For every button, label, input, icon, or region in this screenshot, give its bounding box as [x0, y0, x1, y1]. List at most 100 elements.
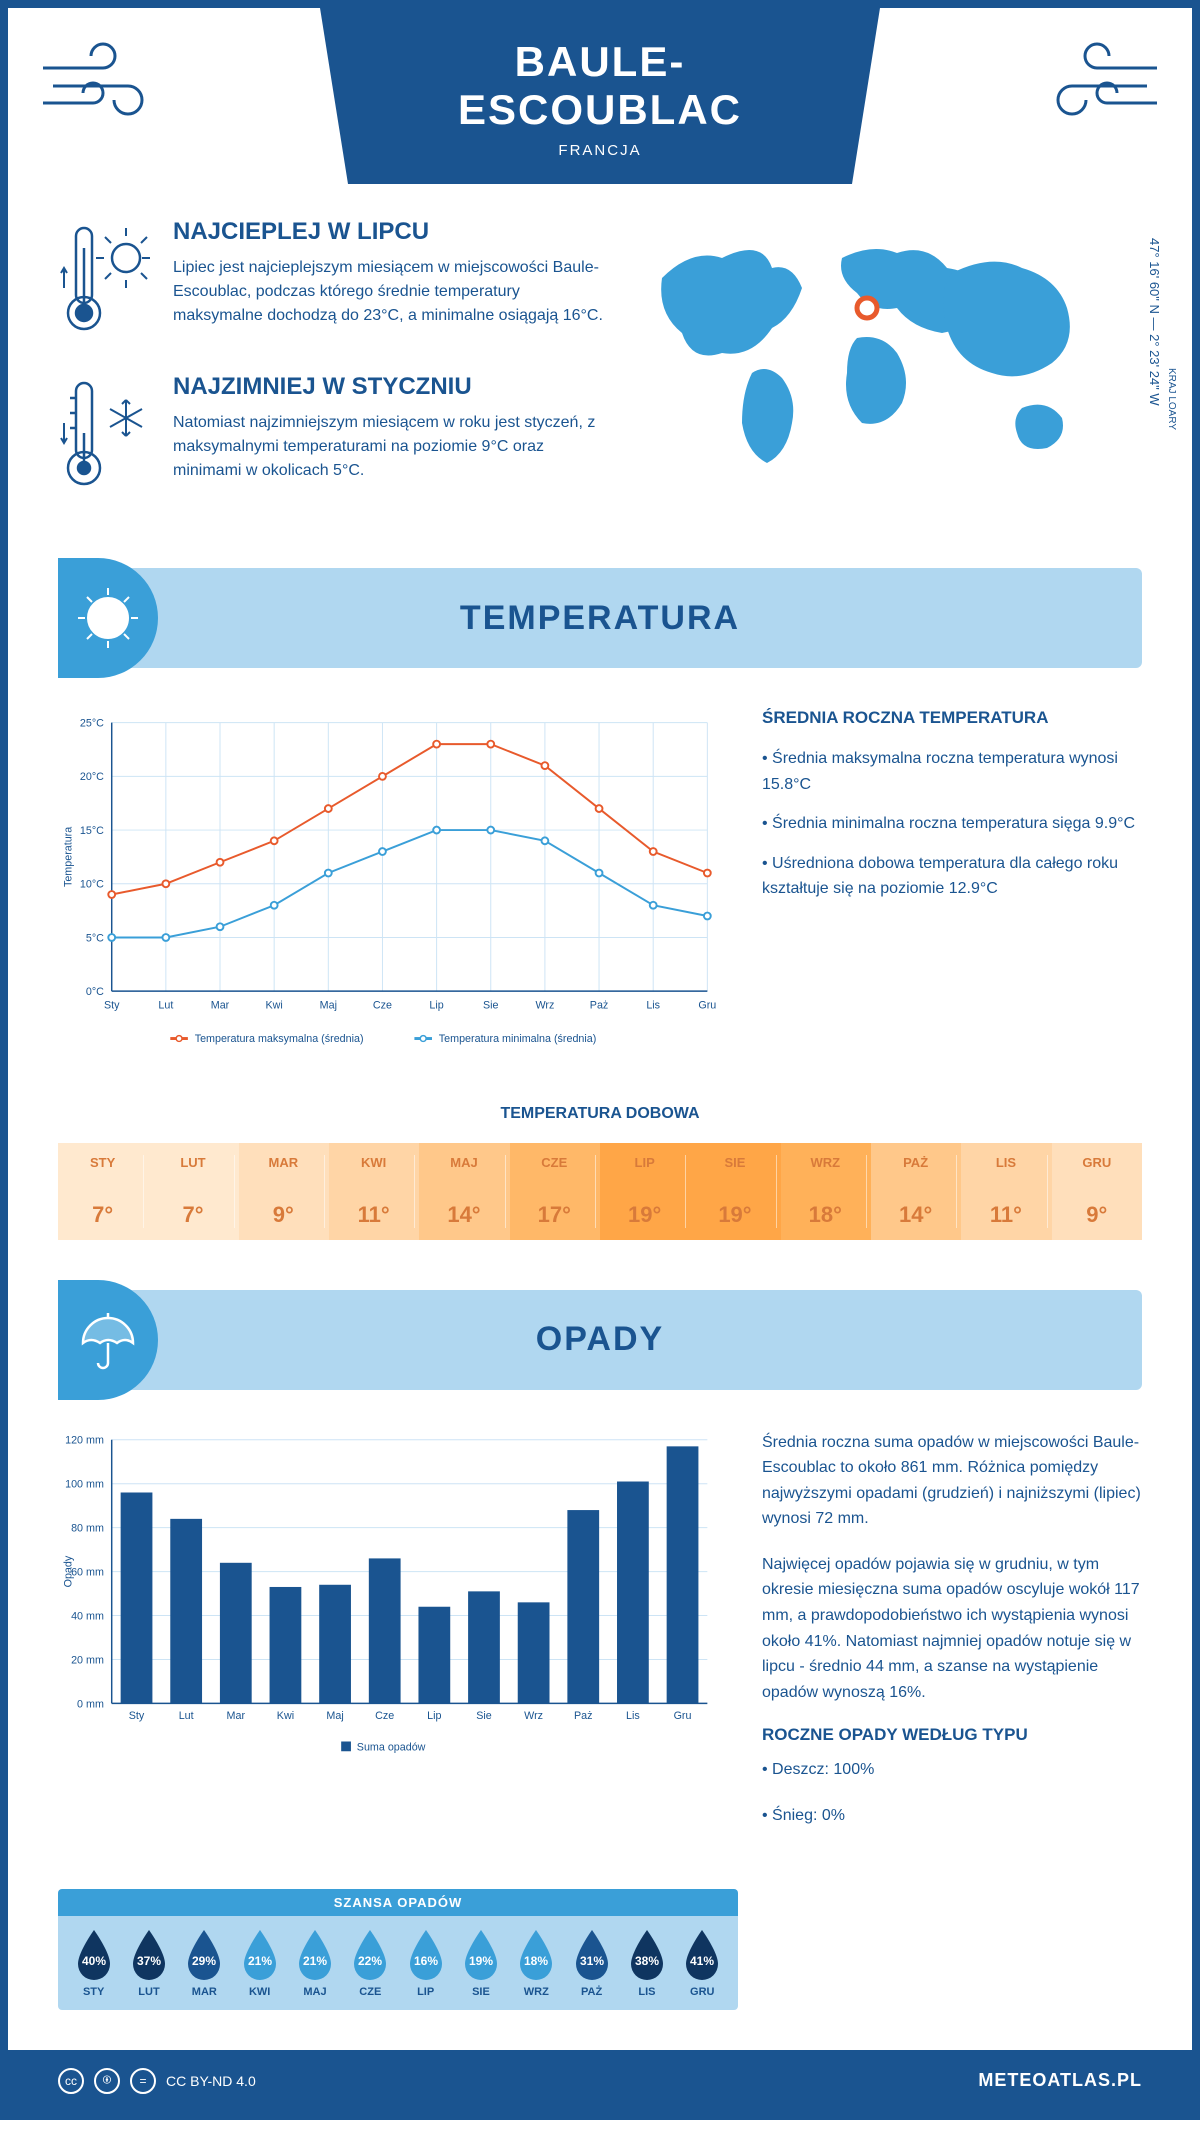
site-name: METEOATLAS.PL	[978, 2070, 1142, 2091]
svg-text:0°C: 0°C	[86, 986, 104, 998]
daily-cell: MAR 9°	[239, 1143, 329, 1240]
precipitation-aside: Średnia roczna suma opadów w miejscowośc…	[762, 1430, 1142, 1849]
svg-text:Lis: Lis	[646, 1000, 660, 1012]
svg-text:Suma opadów: Suma opadów	[357, 1741, 426, 1753]
svg-text:Temperatura: Temperatura	[63, 827, 75, 887]
svg-text:41%: 41%	[690, 1954, 714, 1968]
svg-text:80 mm: 80 mm	[71, 1522, 104, 1534]
thermometer-snowflake-icon	[58, 373, 153, 498]
svg-text:37%: 37%	[137, 1954, 161, 1968]
svg-text:Cze: Cze	[373, 1000, 392, 1012]
svg-text:40 mm: 40 mm	[71, 1610, 104, 1622]
temperature-title: TEMPERATURA	[460, 599, 740, 638]
daily-cell: PAŻ 14°	[871, 1143, 961, 1240]
rain-chance-cell: 31% PAŻ	[564, 1928, 619, 1998]
precipitation-section: 0 mm20 mm40 mm60 mm80 mm100 mm120 mmStyL…	[8, 1390, 1192, 1889]
by-icon: 🅯	[94, 2068, 120, 2094]
precip-type-title: ROCZNE OPADY WEDŁUG TYPU	[762, 1725, 1142, 1745]
region-label: KRAJ LOARY	[1166, 368, 1177, 430]
precip-type-1: • Śnieg: 0%	[762, 1803, 1142, 1829]
daily-cell: GRU 9°	[1052, 1143, 1142, 1240]
svg-text:Lis: Lis	[626, 1710, 640, 1722]
precip-p2: Najwięcej opadów pojawia się w grudniu, …	[762, 1552, 1142, 1706]
rain-chance-cell: 22% CZE	[343, 1928, 398, 1998]
coldest-text: Natomiast najzimniejszym miesiącem w rok…	[173, 411, 612, 483]
nd-icon: =	[130, 2068, 156, 2094]
temp-aside-title: ŚREDNIA ROCZNA TEMPERATURA	[762, 708, 1142, 728]
svg-text:25°C: 25°C	[80, 718, 104, 730]
rain-chance-cell: 19% SIE	[453, 1928, 508, 1998]
svg-text:Sty: Sty	[129, 1710, 145, 1722]
license-block: cc 🅯 = CC BY-ND 4.0	[58, 2068, 256, 2094]
svg-text:40%: 40%	[82, 1954, 106, 1968]
svg-text:Lut: Lut	[179, 1710, 194, 1722]
wind-right-icon	[1032, 38, 1162, 133]
precip-p1: Średnia roczna suma opadów w miejscowośc…	[762, 1430, 1142, 1532]
precip-type-0: • Deszcz: 100%	[762, 1757, 1142, 1783]
cc-icon: cc	[58, 2068, 84, 2094]
rain-chance-cell: 41% GRU	[675, 1928, 730, 1998]
info-section: NAJCIEPLEJ W LIPCU Lipiec jest najcieple…	[8, 198, 1192, 568]
temp-bullet-2: • Uśredniona dobowa temperatura dla całe…	[762, 851, 1142, 902]
svg-text:20°C: 20°C	[80, 771, 104, 783]
svg-text:Sie: Sie	[483, 1000, 499, 1012]
wind-left-icon	[38, 38, 168, 133]
svg-text:Sty: Sty	[104, 1000, 120, 1012]
temperature-aside: ŚREDNIA ROCZNA TEMPERATURA • Średnia mak…	[762, 708, 1142, 1065]
svg-text:Maj: Maj	[326, 1710, 343, 1722]
svg-text:Kwi: Kwi	[277, 1710, 294, 1722]
temperature-section: 0°C5°C10°C15°C20°C25°CStyLutMarKwiMajCze…	[8, 668, 1192, 1105]
svg-text:19%: 19%	[469, 1954, 493, 1968]
svg-text:29%: 29%	[192, 1954, 216, 1968]
hottest-text: Lipiec jest najcieplejszym miesiącem w m…	[173, 256, 612, 328]
svg-text:Lip: Lip	[427, 1710, 441, 1722]
temp-bullet-0: • Średnia maksymalna roczna temperatura …	[762, 746, 1142, 797]
svg-text:20 mm: 20 mm	[71, 1654, 104, 1666]
license-text: CC BY-ND 4.0	[166, 2073, 256, 2089]
rain-chance-cell: 21% KWI	[232, 1928, 287, 1998]
temp-bullet-1: • Średnia minimalna roczna temperatura s…	[762, 811, 1142, 837]
svg-text:100 mm: 100 mm	[65, 1478, 104, 1490]
svg-text:Gru: Gru	[674, 1710, 692, 1722]
svg-text:22%: 22%	[358, 1954, 382, 1968]
precipitation-title: OPADY	[536, 1320, 664, 1359]
rain-chance-cell: 16% LIP	[398, 1928, 453, 1998]
svg-text:Paż: Paż	[574, 1710, 593, 1722]
svg-text:Cze: Cze	[375, 1710, 394, 1722]
coldest-title: NAJZIMNIEJ W STYCZNIU	[173, 373, 612, 401]
umbrella-icon	[58, 1280, 158, 1400]
svg-text:Mar: Mar	[227, 1710, 246, 1722]
rain-chance-title: SZANSA OPADÓW	[58, 1889, 738, 1916]
daily-cell: LIP 19°	[600, 1143, 690, 1240]
svg-text:Paż: Paż	[590, 1000, 609, 1012]
daily-temp-title: TEMPERATURA DOBOWA	[58, 1105, 1142, 1123]
svg-text:Lut: Lut	[158, 1000, 173, 1012]
svg-text:120 mm: 120 mm	[65, 1434, 104, 1446]
country-subtitle: FRANCJA	[380, 142, 820, 159]
rain-chance-cell: 40% STY	[66, 1928, 121, 1998]
svg-text:Temperatura maksymalna (średni: Temperatura maksymalna (średnia)	[195, 1033, 364, 1045]
rain-chance-table: SZANSA OPADÓW 40% STY 37% LUT 29% MAR 21…	[58, 1889, 738, 2010]
svg-text:Gru: Gru	[698, 1000, 716, 1012]
daily-cell: KWI 11°	[329, 1143, 419, 1240]
thermometer-sun-icon	[58, 218, 153, 343]
svg-text:0 mm: 0 mm	[77, 1698, 104, 1710]
svg-text:21%: 21%	[303, 1954, 327, 1968]
svg-text:Mar: Mar	[211, 1000, 230, 1012]
hottest-title: NAJCIEPLEJ W LIPCU	[173, 218, 612, 246]
coldest-block: NAJZIMNIEJ W STYCZNIU Natomiast najzimni…	[58, 373, 612, 498]
svg-text:21%: 21%	[248, 1954, 272, 1968]
coordinates-label: 47° 16' 60" N — 2° 23' 24" W	[1147, 238, 1162, 406]
svg-text:Wrz: Wrz	[535, 1000, 554, 1012]
svg-text:38%: 38%	[635, 1954, 659, 1968]
header-banner: BAULE-ESCOUBLAC FRANCJA	[320, 8, 880, 184]
info-text-column: NAJCIEPLEJ W LIPCU Lipiec jest najcieple…	[58, 218, 612, 528]
temperature-banner: TEMPERATURA	[58, 568, 1142, 668]
sun-icon	[58, 558, 158, 678]
daily-cell: CZE 17°	[510, 1143, 600, 1240]
svg-text:31%: 31%	[580, 1954, 604, 1968]
daily-temperature-table: TEMPERATURA DOBOWA STY 7° LUT 7° MAR 9° …	[8, 1105, 1192, 1290]
svg-text:Temperatura minimalna (średnia: Temperatura minimalna (średnia)	[439, 1033, 596, 1045]
daily-cell: LUT 7°	[148, 1143, 238, 1240]
svg-text:16%: 16%	[414, 1954, 438, 1968]
